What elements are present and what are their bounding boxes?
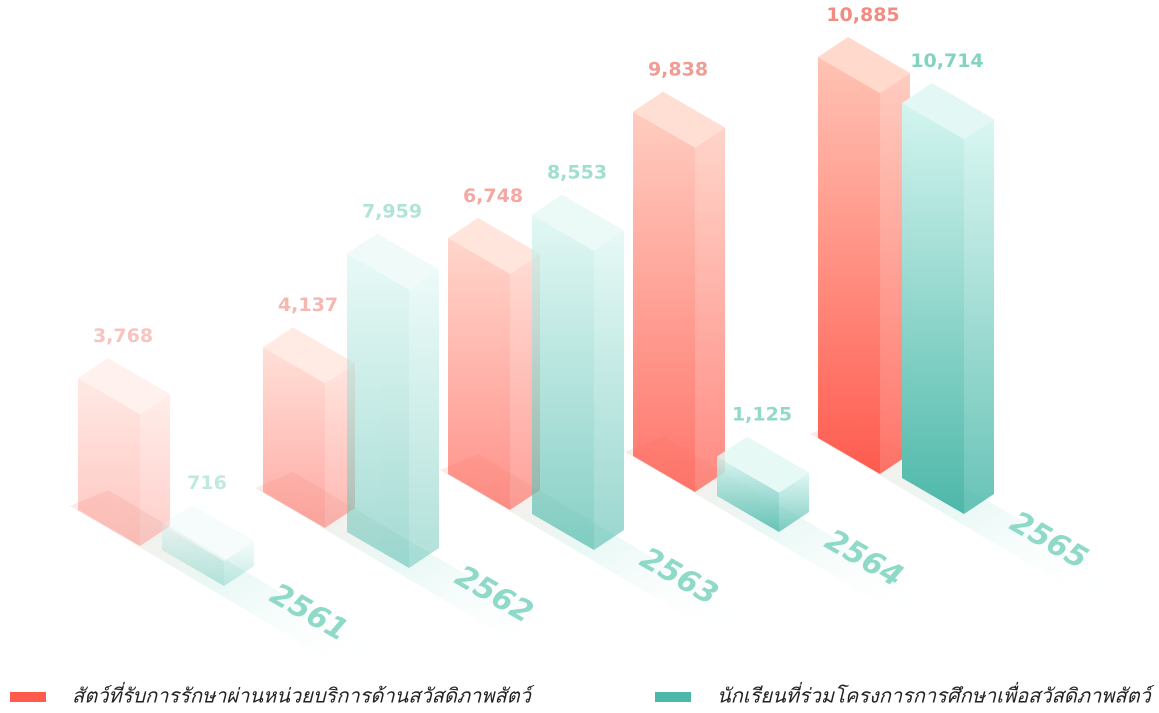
legend-label: สัตว์ที่รับการรักษาผ่านหน่วยบริการด้านสว… <box>72 682 535 708</box>
legend-swatch <box>10 692 46 702</box>
bar-top <box>902 83 994 140</box>
bar-top <box>162 504 254 561</box>
bar-box <box>633 91 725 493</box>
bar-side <box>964 119 994 514</box>
legend-swatch <box>655 692 691 702</box>
value-label: 4,137 <box>278 294 338 316</box>
value-label: 8,553 <box>547 162 607 184</box>
bar-top <box>818 37 910 94</box>
bar-side <box>140 394 170 546</box>
bar-side <box>695 127 725 493</box>
bar <box>902 103 964 514</box>
bar-top <box>532 194 624 251</box>
bar-box <box>717 436 809 532</box>
bar-side <box>409 269 439 568</box>
bar <box>347 253 409 568</box>
value-label: 3,768 <box>93 325 153 347</box>
value-label: 10,714 <box>910 50 983 72</box>
legend-label: นักเรียนที่ร่วมโครงการการศึกษาเพื่อสวัสด… <box>717 682 1155 708</box>
bar-side <box>224 540 254 586</box>
value-label: 1,125 <box>732 404 792 426</box>
bar-top <box>633 91 725 148</box>
bar-top <box>717 436 809 493</box>
value-label: 7,959 <box>362 200 422 222</box>
bar <box>532 214 594 550</box>
bar-top <box>263 327 355 384</box>
bar-box <box>448 217 540 510</box>
bar <box>633 111 695 493</box>
bar-side <box>779 472 809 532</box>
bar-top <box>78 358 170 415</box>
bar <box>448 237 510 510</box>
value-label: 716 <box>187 472 227 494</box>
bar <box>818 57 880 475</box>
value-label: 9,838 <box>648 59 708 81</box>
bar-box <box>818 37 910 475</box>
bar-box <box>532 194 624 550</box>
bar <box>263 347 325 528</box>
bar <box>78 378 140 546</box>
bar-box <box>162 504 254 586</box>
bar-box <box>347 233 439 568</box>
bar-side <box>594 230 624 550</box>
bar-box <box>902 83 994 514</box>
bar <box>717 456 779 532</box>
value-label: 6,748 <box>463 185 523 207</box>
bar-top <box>448 217 540 274</box>
value-label: 10,885 <box>826 4 899 26</box>
bar-box <box>78 358 170 546</box>
bar-top <box>347 233 439 290</box>
bar <box>162 524 224 586</box>
bar-box <box>263 327 355 528</box>
